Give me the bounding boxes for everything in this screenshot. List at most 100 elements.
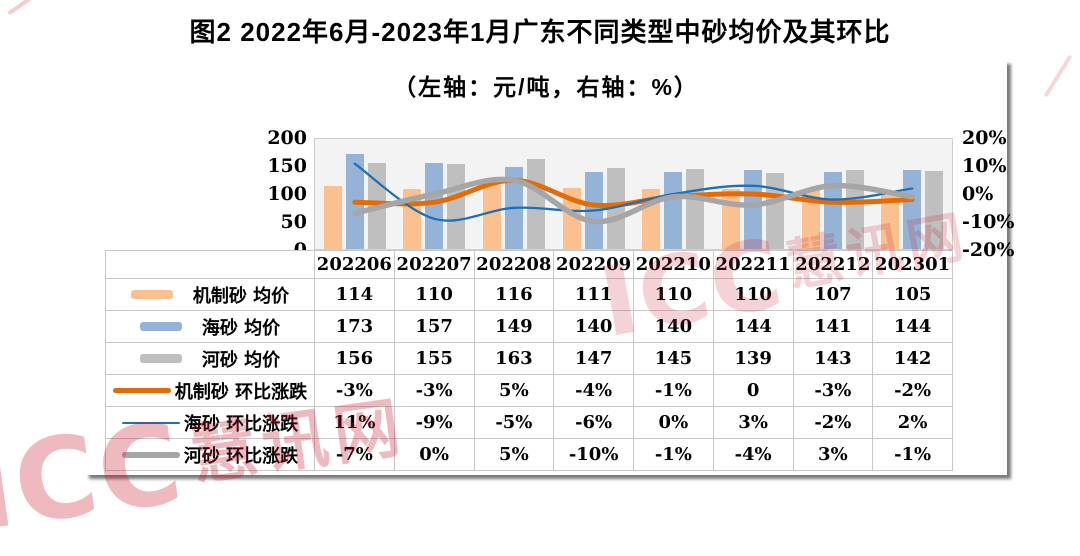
value-cell: -3% [314,374,395,407]
value-cell: 142 [872,342,953,375]
bar-海砂 均价 [664,172,683,249]
value-cell: -4% [553,374,634,407]
right-axis-tick: 10% [962,155,1007,177]
right-axis-tick: -20% [962,239,1015,261]
bar-swatch-icon [130,290,173,299]
line-series-group [352,162,915,225]
right-axis-tick: 20% [962,127,1007,149]
legend-swatch-wrap [112,388,175,393]
value-cell: -2% [792,406,874,439]
legend-label: 海砂 环比涨跌 [183,413,299,435]
table-row: 海砂 环比涨跌 11% -9% -5% -6% 0% 3% -2% 2% [105,406,953,439]
table-row: 机制砂 环比涨跌 -3% -3% 5% -4% -1% 0 -3% -2% [105,374,953,407]
chart-title: 图2 2022年6月-2023年1月广东不同类型中砂均价及其环比 [189,17,891,47]
value-cell: 163 [473,342,555,375]
legend-label: 河砂 环比涨跌 [183,445,299,467]
legend-cell: 河砂 均价 [105,342,315,375]
line-swatch-icon [121,451,180,458]
month-header-cell: 202212 [792,250,874,279]
bar-机制砂 均价 [881,191,900,250]
left-axis-tick: 100 [267,183,307,205]
value-cell: -1% [633,374,714,407]
value-cell: 149 [473,310,555,343]
value-cell: 145 [633,342,714,375]
bar-机制砂 均价 [801,190,820,249]
value-cell: 5% [473,374,555,407]
value-cell: 2% [872,406,953,439]
bar-海砂 均价 [425,162,444,249]
bar-机制砂 均价 [323,186,342,249]
value-cell: 155 [393,342,475,375]
legend-cell: 河砂 环比涨跌 [105,438,315,471]
value-cell: -10% [553,438,634,471]
table-header-row: 202206 202207 202208 202209 202210 202211 2022… [105,250,953,279]
value-cell: 0% [633,406,714,439]
value-cell: 110 [712,278,794,311]
value-cell: -3% [792,374,874,407]
month-header-cell: 202207 [393,250,475,279]
left-axis-tick: 50 [280,211,307,233]
value-cell: 3% [712,406,794,439]
watermark-fragment-right [1043,54,1073,98]
value-cell: 0% [393,438,475,471]
legend-swatch-wrap [121,451,184,458]
value-cell: -9% [393,406,475,439]
line-河砂 环比涨跌 [352,176,915,225]
legend-cell: 海砂 环比涨跌 [105,406,315,439]
month-header-cell: 202206 [314,250,395,279]
value-cell: 173 [314,310,395,343]
value-cell: 157 [393,310,475,343]
table-row: 机制砂 均价 114 110 116 111 110 110 107 105 [105,278,953,311]
bar-海砂 均价 [823,171,842,249]
value-cell: 143 [792,342,874,375]
legend-swatch-wrap [139,322,202,331]
line-swatch-icon [121,421,180,424]
month-header-cell: 202301 [872,250,953,279]
bar-河砂 均价 [925,170,944,249]
table-row: 河砂 环比涨跌 -7% 0% 5% -10% -1% -4% 3% -1% [105,438,953,471]
bar-swatch-icon [139,322,182,331]
value-cell: 107 [792,278,874,311]
bar-机制砂 均价 [483,185,502,249]
left-axis-tick: 150 [267,155,307,177]
value-cell: 147 [553,342,634,375]
value-cell: 139 [712,342,794,375]
left-axis-tick: 200 [267,127,307,149]
month-header-cell: 202211 [712,250,794,279]
value-cell: 105 [872,278,953,311]
value-cell: 0 [712,374,794,407]
legend-cell: 机制砂 环比涨跌 [105,374,315,407]
value-cell: 5% [473,438,555,471]
value-cell: 110 [633,278,714,311]
right-axis-tick: -10% [962,211,1015,233]
value-cell: 144 [872,310,953,343]
value-cell: -3% [393,374,475,407]
value-cell: 140 [553,310,634,343]
legend-swatch-wrap [139,354,202,363]
value-cell: 144 [712,310,794,343]
value-cell: 116 [473,278,555,311]
month-header-cell: 202208 [473,250,555,279]
value-cell: 156 [314,342,395,375]
legend-label: 机制砂 环比涨跌 [174,381,308,403]
chart-card: （左轴：元/吨，右轴：%） 200150100500 20%10%0%-10%-… [85,60,1014,475]
table-row: 海砂 均价 173 157 149 140 140 144 141 144 [105,310,953,343]
legend-swatch-wrap [130,290,193,299]
value-cell: -5% [473,406,555,439]
value-cell: 114 [314,278,395,311]
value-cell: 110 [393,278,475,311]
value-cell: -1% [633,438,714,471]
legend-label: 机制砂 均价 [192,285,290,307]
value-cell: -4% [712,438,794,471]
bar-海砂 均价 [743,169,762,249]
value-cell: -6% [553,406,634,439]
line-海砂 环比涨跌 [353,162,914,222]
bar-河砂 均价 [765,172,784,249]
chart-subtitle: （左轴：元/吨，右轴：%） [393,74,699,100]
value-cell: 140 [633,310,714,343]
legend-cell: 机制砂 均价 [105,278,315,311]
month-header-cell: 202210 [633,250,714,279]
legend-label: 海砂 均价 [201,317,281,339]
month-header-cell: 202209 [553,250,634,279]
table-row: 河砂 均价 156 155 163 147 145 139 143 142 [105,342,953,375]
